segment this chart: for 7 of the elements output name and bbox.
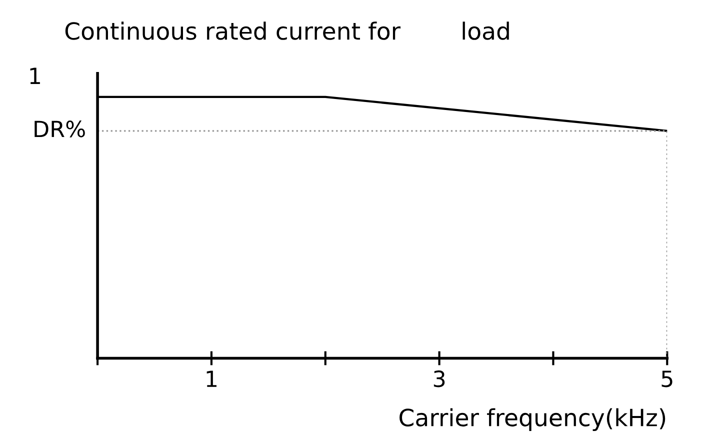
x-tick-label: 3: [434, 370, 445, 388]
annotation: 1: [30, 68, 40, 84]
x-axis-title: Carrier frequency(kHz): [400, 408, 666, 432]
x-tick-label: 5: [662, 370, 672, 388]
chart-title: Continuous rated current for load: [65, 22, 509, 40]
x-tick-label: 1: [206, 370, 216, 387]
ref-line-label: DR%: [34, 120, 85, 138]
